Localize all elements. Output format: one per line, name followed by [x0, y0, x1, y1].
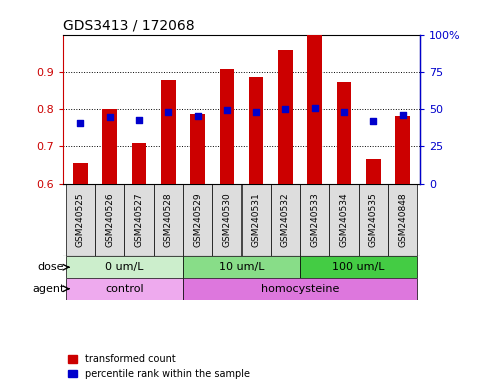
Point: [340, 109, 348, 115]
Point: [399, 113, 407, 119]
Legend: transformed count, percentile rank within the sample: transformed count, percentile rank withi…: [68, 354, 250, 379]
Bar: [73, 163, 88, 184]
Text: GSM240535: GSM240535: [369, 193, 378, 247]
Bar: [66, 278, 183, 300]
Text: agent: agent: [32, 284, 64, 294]
Bar: [366, 159, 381, 184]
Text: GDS3413 / 172068: GDS3413 / 172068: [63, 18, 195, 32]
Text: dose: dose: [38, 262, 64, 272]
Bar: [183, 257, 300, 278]
Point: [311, 105, 319, 111]
Bar: [307, 35, 322, 184]
Text: GSM240530: GSM240530: [222, 193, 231, 247]
Text: GSM240525: GSM240525: [76, 193, 85, 247]
Point: [106, 114, 114, 120]
Bar: [300, 184, 329, 257]
Text: GSM240526: GSM240526: [105, 193, 114, 247]
Text: GSM240534: GSM240534: [340, 193, 349, 247]
Point: [135, 117, 143, 123]
Bar: [154, 184, 183, 257]
Bar: [395, 116, 410, 184]
Bar: [102, 109, 117, 184]
Text: 0 um/L: 0 um/L: [105, 262, 143, 272]
Bar: [124, 184, 154, 257]
Text: 100 um/L: 100 um/L: [332, 262, 385, 272]
Text: GSM240529: GSM240529: [193, 193, 202, 247]
Bar: [220, 69, 234, 184]
Text: GSM240528: GSM240528: [164, 193, 173, 247]
Point: [194, 113, 201, 119]
Point: [223, 107, 231, 113]
Bar: [359, 184, 388, 257]
Text: GSM240531: GSM240531: [252, 193, 261, 247]
Text: homocysteine: homocysteine: [261, 284, 339, 294]
Bar: [161, 80, 176, 184]
Bar: [212, 184, 242, 257]
Point: [252, 109, 260, 115]
Bar: [300, 257, 417, 278]
Bar: [190, 114, 205, 184]
Bar: [337, 82, 351, 184]
Point: [164, 109, 172, 115]
Bar: [388, 184, 417, 257]
Text: GSM240848: GSM240848: [398, 193, 407, 247]
Bar: [242, 184, 271, 257]
Bar: [271, 184, 300, 257]
Bar: [95, 184, 124, 257]
Text: GSM240527: GSM240527: [134, 193, 143, 247]
Bar: [329, 184, 359, 257]
Point: [282, 106, 289, 112]
Text: control: control: [105, 284, 143, 294]
Point: [76, 120, 84, 126]
Text: GSM240533: GSM240533: [310, 193, 319, 247]
Text: GSM240532: GSM240532: [281, 193, 290, 247]
Bar: [66, 257, 183, 278]
Bar: [183, 184, 212, 257]
Bar: [132, 142, 146, 184]
Bar: [249, 77, 263, 184]
Text: 10 um/L: 10 um/L: [219, 262, 264, 272]
Point: [369, 118, 377, 124]
Bar: [183, 278, 417, 300]
Bar: [66, 184, 95, 257]
Bar: [278, 50, 293, 184]
